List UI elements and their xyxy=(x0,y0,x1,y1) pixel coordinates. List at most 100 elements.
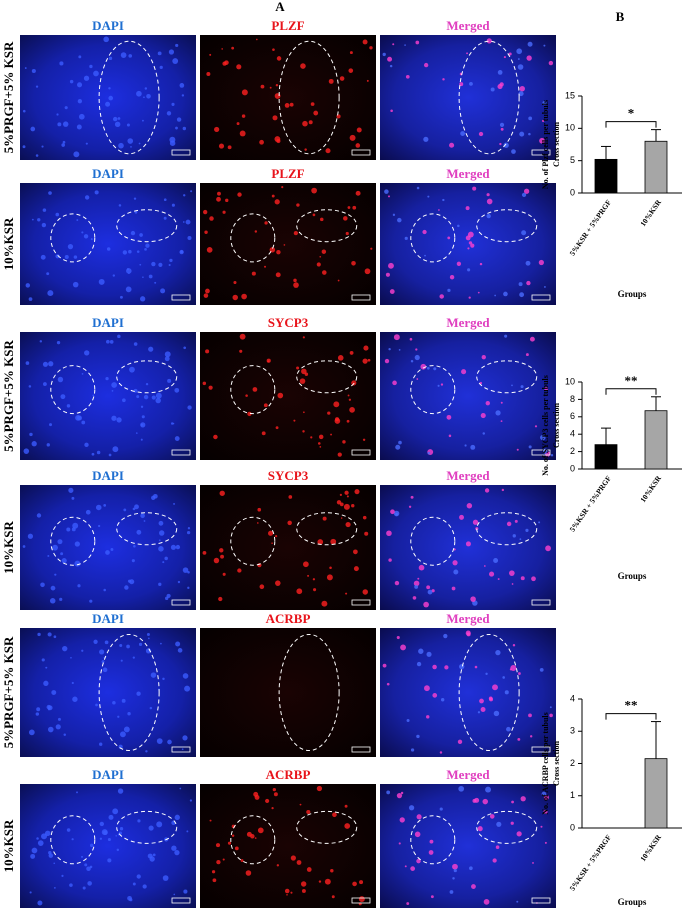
micrograph xyxy=(380,628,556,757)
cell xyxy=(182,673,189,679)
cell xyxy=(250,834,255,839)
cell xyxy=(495,649,501,656)
channel-label: DAPI xyxy=(92,315,124,330)
cell xyxy=(362,438,366,441)
cell xyxy=(259,584,265,590)
cell xyxy=(538,259,544,266)
cell xyxy=(112,274,116,277)
x-tick-label: 5%KSR + 5%PRGF xyxy=(568,198,614,258)
cell xyxy=(281,186,284,189)
cell xyxy=(60,552,64,556)
cell xyxy=(174,814,180,821)
cell xyxy=(181,748,184,751)
cell xyxy=(290,855,296,861)
cell xyxy=(76,82,83,88)
cell xyxy=(440,383,444,386)
cell xyxy=(465,630,471,636)
cell xyxy=(273,792,278,797)
cell xyxy=(212,878,217,883)
cell xyxy=(304,148,307,151)
tubule-outline xyxy=(98,633,160,752)
cell xyxy=(189,799,193,802)
cell xyxy=(146,93,151,99)
cell xyxy=(540,825,543,828)
cell xyxy=(412,596,417,600)
cell xyxy=(526,55,532,61)
cell xyxy=(186,830,189,833)
cell xyxy=(302,430,305,433)
cell xyxy=(86,866,91,872)
cell xyxy=(218,596,223,602)
cell xyxy=(539,137,545,144)
cell xyxy=(176,117,182,122)
cell xyxy=(541,791,547,797)
channel-label: Merged xyxy=(446,315,490,330)
cell xyxy=(480,706,486,712)
cell xyxy=(69,79,74,84)
tubule-outline xyxy=(278,633,340,752)
cell xyxy=(187,586,190,590)
cell xyxy=(142,119,144,122)
cell xyxy=(392,213,396,216)
y-tick-label: 15 xyxy=(565,90,575,100)
cell xyxy=(449,890,454,894)
cell xyxy=(386,790,391,795)
cell xyxy=(479,698,484,704)
cell xyxy=(158,530,165,536)
cell xyxy=(51,690,57,695)
cell xyxy=(518,91,524,97)
y-tick-label: 4 xyxy=(570,429,575,439)
cell xyxy=(220,554,225,559)
cell xyxy=(483,899,490,905)
cell xyxy=(423,62,429,68)
cell xyxy=(132,656,135,659)
cell xyxy=(63,733,67,737)
cell xyxy=(398,349,401,351)
cell xyxy=(308,120,313,125)
cell xyxy=(236,64,242,70)
cell xyxy=(327,411,331,415)
cell xyxy=(457,739,463,745)
cell xyxy=(151,261,156,267)
cell xyxy=(183,194,186,197)
cell xyxy=(227,145,232,150)
cell xyxy=(511,800,514,804)
cell xyxy=(139,263,142,266)
cell xyxy=(209,216,214,221)
cell xyxy=(67,244,74,250)
cell xyxy=(485,672,488,676)
cell xyxy=(349,51,353,55)
cell xyxy=(351,261,356,266)
cell xyxy=(98,278,105,285)
cell xyxy=(363,345,369,351)
cell xyxy=(346,419,350,423)
cell xyxy=(141,415,145,419)
cell xyxy=(326,574,333,581)
cell xyxy=(543,44,546,47)
cell xyxy=(500,401,503,404)
cell xyxy=(47,632,52,637)
cell xyxy=(117,788,124,794)
cell xyxy=(131,559,135,563)
bar xyxy=(594,158,618,194)
cell xyxy=(415,348,418,351)
cell xyxy=(527,41,533,47)
cell xyxy=(158,582,162,586)
scale-bar xyxy=(171,294,191,301)
cell xyxy=(352,205,357,210)
cell xyxy=(115,835,118,837)
cell xyxy=(169,136,176,143)
cell xyxy=(49,598,56,604)
cell xyxy=(416,814,422,820)
cell xyxy=(112,446,119,453)
cell xyxy=(71,681,74,685)
channel-label: DAPI xyxy=(92,767,124,782)
cell xyxy=(268,530,274,536)
cell xyxy=(22,145,26,149)
cell xyxy=(41,833,47,840)
cell xyxy=(31,68,36,74)
cell xyxy=(337,355,344,361)
cell xyxy=(103,36,110,43)
cell xyxy=(211,870,216,874)
cell xyxy=(384,358,390,364)
